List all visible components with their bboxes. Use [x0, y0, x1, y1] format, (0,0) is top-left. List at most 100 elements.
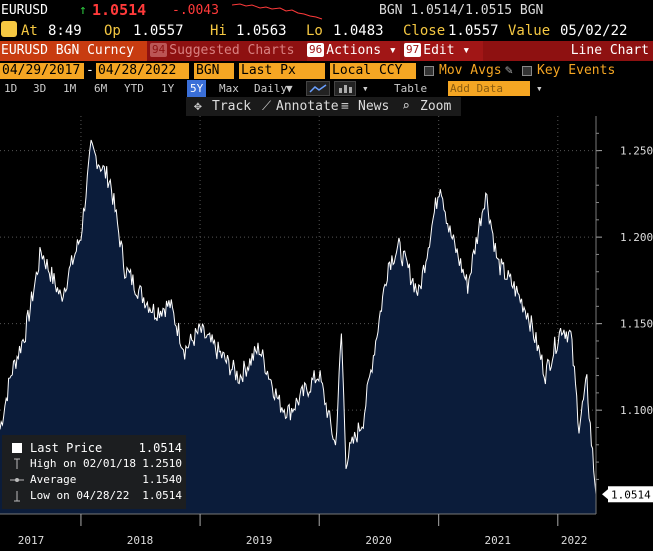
chevron-down-icon: ▾ — [388, 43, 397, 58]
start-date-field[interactable]: 04/29/2017 — [0, 63, 84, 79]
chevron-down-icon: ▼ — [286, 82, 293, 95]
y-tick-label: 1.250 — [620, 145, 653, 158]
last-price-marker — [608, 486, 653, 503]
key-events-label: Key Events — [537, 63, 616, 78]
close-value: 1.0557 — [448, 23, 499, 39]
legend-last-label: Last Price — [30, 441, 103, 455]
y-tick-label: 1.150 — [620, 318, 653, 331]
end-date-field[interactable]: 04/28/2022 — [96, 63, 189, 79]
last-price-swatch — [12, 443, 22, 453]
period-3d[interactable]: 3D — [33, 82, 47, 95]
legend-low-label: Low on 04/28/22 — [30, 489, 130, 502]
net-change: -.0043 — [172, 3, 219, 18]
clock-icon — [1, 21, 17, 37]
pricing-source-field[interactable]: BGN — [194, 63, 234, 79]
news-icon: ≡ — [341, 99, 349, 114]
x-tick-label: 2022 — [561, 534, 588, 547]
edit-label: Edit — [423, 43, 455, 58]
legend-average-label: Average — [30, 473, 77, 486]
close-label: Close — [403, 23, 446, 39]
quote-line: At 8:49 Op 1.0557 Hi 1.0563 Lo 1.0483 Cl… — [0, 21, 653, 41]
frequency-selector[interactable]: Daily — [254, 82, 288, 95]
date-range-dash: - — [86, 63, 94, 78]
period-1m[interactable]: 1M — [63, 82, 77, 95]
currency-selector[interactable]: Local CCY — [330, 63, 416, 79]
actions-label: Actions — [326, 43, 382, 58]
legend-average-value: 1.1540 — [142, 473, 182, 486]
y-tick-label: 1.200 — [620, 231, 653, 244]
chart-legend[interactable]: Last Price 1.0514 High on 02/01/18 1.251… — [2, 435, 186, 509]
mov-avgs-label: Mov Avgs — [439, 63, 502, 78]
x-tick-label: 2017 — [18, 534, 45, 547]
price-line — [0, 139, 597, 495]
add-data-input[interactable]: Add Data — [448, 81, 530, 96]
chart-type-label: Line Chart — [570, 43, 649, 58]
quote-time: 8:49 — [48, 23, 82, 39]
chevron-down-icon: ▾ — [362, 82, 369, 95]
at-label: At — [21, 23, 38, 39]
line-chart-icon[interactable] — [306, 81, 330, 96]
legend-high-value: 1.2510 — [142, 457, 182, 470]
track-button[interactable]: Track — [212, 99, 252, 114]
x-tick-label: 2020 — [365, 534, 392, 547]
period-5y[interactable]: 5Y — [187, 80, 207, 97]
x-tick-label: 2018 — [127, 534, 154, 547]
value-label: Value — [508, 23, 551, 39]
high-label: Hi — [210, 23, 227, 39]
legend-row-high: High on 02/01/18 1.2510 — [2, 456, 186, 472]
open-label: Op — [104, 23, 121, 39]
ticker-symbol[interactable]: EURUSD — [1, 3, 48, 18]
x-tick-label: 2019 — [246, 534, 273, 547]
parameter-bar: 04/29/2017 - 04/28/2022 BGN Last Px Loca… — [0, 62, 653, 80]
period-1d[interactable]: 1D — [4, 82, 18, 95]
bid-ask-quote: BGN 1.0514/1.0515 BGN — [379, 3, 544, 18]
legend-row-average: Average 1.1540 — [2, 472, 186, 488]
high-marker-icon — [14, 458, 20, 469]
news-button[interactable]: News — [358, 99, 390, 114]
period-6m[interactable]: 6M — [94, 82, 108, 95]
field-selector[interactable]: Last Px — [239, 63, 325, 79]
suggested-shortcut: 94 — [150, 43, 168, 57]
value-date: 05/02/22 — [560, 23, 628, 39]
intraday-sparkline — [232, 3, 323, 20]
pencil-icon: ⟋ — [262, 99, 272, 114]
period-toolbar: 1D 3D 1M 6M YTD 1Y 5Y Max Daily ▼ ▾ Tabl… — [0, 80, 653, 97]
function-menu-bar: EURUSD BGN Curncy 94 Suggested Charts 96 A… — [0, 41, 653, 61]
low-value: 1.0483 — [333, 23, 384, 39]
actions-shortcut: 96 — [307, 43, 325, 57]
y-tick-label: 1.100 — [620, 404, 653, 417]
low-marker-icon — [14, 491, 20, 502]
suggested-charts-button[interactable]: 94 Suggested Charts — [150, 41, 304, 61]
last-price-marker-label: 1.0514 — [611, 488, 651, 501]
legend-last-value: 1.0514 — [138, 441, 182, 455]
edit-menu[interactable]: 97 Edit ▾ — [404, 41, 483, 61]
high-value: 1.0563 — [236, 23, 287, 39]
zoom-button[interactable]: Zoom — [420, 99, 452, 114]
chevron-down-icon[interactable]: ▾ — [536, 82, 543, 95]
table-button[interactable]: Table — [394, 82, 428, 95]
actions-menu[interactable]: 96 Actions ▾ — [307, 41, 400, 61]
chevron-down-icon: ▾ — [462, 43, 471, 58]
bar-chart-icon[interactable] — [334, 81, 356, 96]
up-arrow-icon: ↑ — [79, 3, 87, 18]
chart-tools-bar: ✥ Track ⟋ Annotate ≡ News ⌕ Zoom — [186, 97, 461, 116]
period-max[interactable]: Max — [219, 82, 239, 95]
pencil-icon[interactable]: ✎ — [505, 63, 513, 78]
legend-row-last: Last Price 1.0514 — [2, 440, 186, 456]
period-1y[interactable]: 1Y — [161, 82, 175, 95]
legend-row-low: Low on 04/28/22 1.0514 — [2, 488, 186, 504]
x-tick-label: 2021 — [485, 534, 512, 547]
mov-avgs-checkbox[interactable] — [424, 66, 434, 76]
zoom-icon: ⌕ — [402, 99, 410, 114]
legend-low-value: 1.0514 — [142, 489, 182, 502]
price-chart[interactable]: 1.100 1.150 1.200 1.250 1.0514 2017 2018 2019 20… — [0, 116, 653, 551]
crosshair-icon: ✥ — [194, 99, 202, 114]
last-price: 1.0514 — [92, 1, 147, 19]
security-title[interactable]: EURUSD BGN Curncy — [0, 41, 147, 61]
key-events-checkbox[interactable] — [522, 66, 532, 76]
ticker-header: EURUSD ↑ 1.0514 -.0043 BGN 1.0514/1.0515… — [0, 0, 653, 21]
period-ytd[interactable]: YTD — [124, 82, 144, 95]
edit-shortcut: 97 — [404, 43, 422, 57]
last-price-pointer — [602, 489, 608, 500]
annotate-button[interactable]: Annotate — [276, 99, 339, 114]
